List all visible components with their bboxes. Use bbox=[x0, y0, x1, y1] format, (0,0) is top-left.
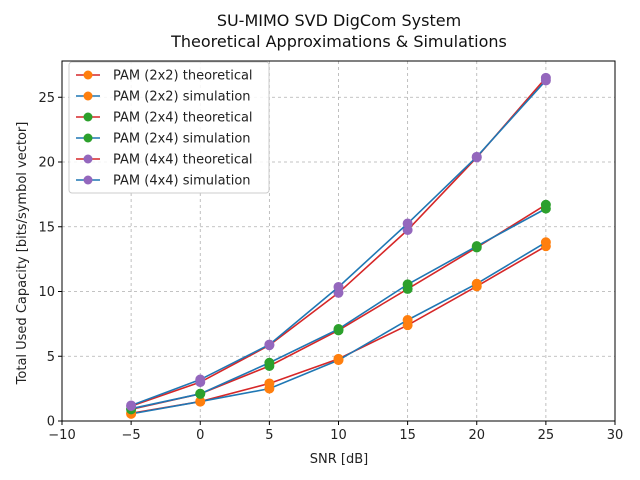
legend-marker bbox=[83, 91, 93, 101]
data-point bbox=[402, 218, 413, 229]
chart-title-line-1: SU-MIMO SVD DigCom System bbox=[217, 11, 461, 30]
legend-marker bbox=[83, 70, 93, 80]
y-tick-label: 20 bbox=[38, 156, 55, 171]
legend-item: PAM (2x4) simulation bbox=[76, 132, 251, 147]
y-tick-label: 25 bbox=[38, 91, 55, 106]
x-axis-label: SNR [dB] bbox=[310, 452, 368, 467]
data-point bbox=[471, 151, 482, 162]
legend-label: PAM (2x4) simulation bbox=[113, 132, 251, 147]
data-point bbox=[471, 278, 482, 289]
legend-item: PAM (4x4) theoretical bbox=[76, 153, 253, 168]
legend-label: PAM (2x4) theoretical bbox=[113, 111, 253, 126]
data-point bbox=[264, 383, 275, 394]
legend-label: PAM (2x2) theoretical bbox=[113, 69, 253, 84]
data-point bbox=[540, 203, 551, 214]
y-axis-label: Total Used Capacity [bits/symbol vector] bbox=[15, 122, 30, 386]
x-tick-label: 5 bbox=[265, 428, 273, 443]
legend-item: PAM (2x2) simulation bbox=[76, 90, 251, 105]
legend-marker bbox=[83, 133, 93, 143]
x-tick-label: 0 bbox=[196, 428, 204, 443]
data-point bbox=[264, 357, 275, 368]
legend-item: PAM (4x4) simulation bbox=[76, 174, 251, 189]
x-tick-label: −5 bbox=[122, 428, 141, 443]
legend-marker bbox=[83, 112, 93, 122]
legend-label: PAM (4x4) simulation bbox=[113, 174, 251, 189]
y-tick-label: 15 bbox=[38, 220, 55, 235]
chart-title-line-2: Theoretical Approximations & Simulations bbox=[170, 32, 507, 51]
data-point bbox=[540, 75, 551, 86]
legend-item: PAM (2x2) theoretical bbox=[76, 69, 253, 84]
data-point bbox=[402, 314, 413, 325]
data-point bbox=[402, 279, 413, 290]
y-tick-label: 5 bbox=[47, 350, 55, 365]
legend: PAM (2x2) theoretical PAM (2x2) simulatio… bbox=[68, 61, 270, 194]
data-point bbox=[333, 355, 344, 366]
legend-marker bbox=[83, 154, 93, 164]
legend-box bbox=[68, 61, 270, 194]
x-tick-label: 10 bbox=[330, 428, 347, 443]
y-tick-label: 0 bbox=[47, 415, 55, 430]
y-tick-label: 10 bbox=[38, 285, 55, 300]
legend-label: PAM (2x2) simulation bbox=[113, 90, 251, 105]
series-5 bbox=[126, 75, 551, 411]
data-point bbox=[195, 388, 206, 399]
series-1 bbox=[126, 237, 551, 419]
legend-item: PAM (2x4) theoretical bbox=[76, 111, 253, 126]
series-3 bbox=[126, 203, 551, 414]
x-tick-label: 30 bbox=[607, 428, 624, 443]
x-tick-label: 25 bbox=[538, 428, 555, 443]
data-point bbox=[540, 237, 551, 248]
data-point bbox=[333, 324, 344, 335]
data-point bbox=[195, 374, 206, 385]
data-point bbox=[126, 400, 137, 411]
legend-label: PAM (4x4) theoretical bbox=[113, 153, 253, 168]
data-point bbox=[333, 281, 344, 292]
x-tick-label: 15 bbox=[399, 428, 416, 443]
data-point bbox=[471, 241, 482, 252]
legend-marker bbox=[83, 175, 93, 185]
x-tick-label: 20 bbox=[468, 428, 485, 443]
axis-ticks: −10 −5 0 5 10 15 20 25 30 0 5 10 15 20 25 bbox=[38, 91, 623, 443]
data-point bbox=[264, 339, 275, 350]
series-layer bbox=[126, 72, 551, 419]
x-tick-label: −10 bbox=[48, 428, 75, 443]
